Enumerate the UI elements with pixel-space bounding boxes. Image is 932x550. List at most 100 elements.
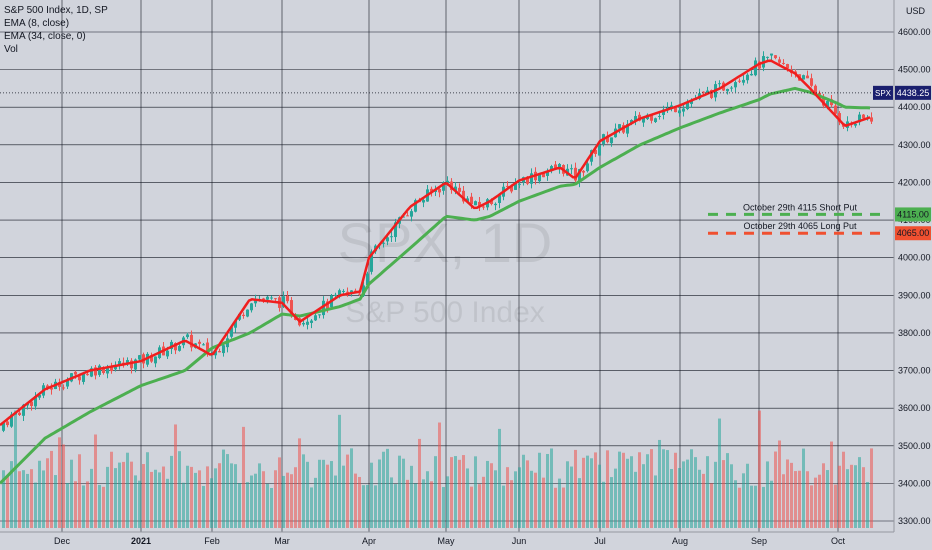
candle-body	[390, 236, 393, 238]
candle-body	[6, 421, 9, 426]
volume-bar	[250, 475, 253, 528]
volume-bar	[50, 450, 53, 528]
volume-bar	[830, 441, 833, 528]
x-tick-label: Dec	[54, 536, 71, 546]
candle-body	[634, 116, 637, 122]
candle-body	[586, 163, 589, 172]
candle-body	[266, 296, 269, 300]
candle-body	[2, 422, 5, 431]
candle-body	[854, 123, 857, 126]
candle-body	[782, 62, 785, 64]
candle-body	[834, 105, 837, 114]
candle-body	[438, 188, 441, 193]
candle-body	[542, 173, 545, 178]
candle-body	[766, 56, 769, 58]
price-axis[interactable]: 4600.004500.004400.004300.004200.004100.…	[898, 27, 931, 526]
volume-bar	[482, 476, 485, 528]
volume-bar	[26, 473, 29, 528]
candle-body	[826, 101, 829, 107]
volume-bar	[330, 461, 333, 528]
legend-ema34[interactable]: EMA (34, close, 0)	[4, 31, 86, 42]
candle-body	[786, 64, 789, 69]
volume-bar	[818, 474, 821, 528]
candle-body	[498, 195, 501, 203]
volume-bar	[498, 428, 501, 528]
volume-bar	[558, 478, 561, 528]
volume-bar	[118, 462, 121, 528]
volume-bar	[462, 455, 465, 528]
volume-bar	[394, 484, 397, 528]
volume-bar	[586, 455, 589, 528]
x-tick-label: Mar	[274, 536, 290, 546]
volume-bar	[334, 475, 337, 528]
candle-body	[286, 295, 289, 302]
volume-bar	[518, 467, 521, 528]
candle-body	[218, 351, 221, 353]
candle-body	[86, 374, 89, 376]
candle-body	[98, 365, 101, 375]
candle-body	[606, 135, 609, 143]
candle-body	[510, 185, 513, 192]
legend-vol[interactable]: Vol	[4, 44, 18, 55]
candle-body	[530, 173, 533, 184]
time-axis[interactable]: Dec 2021 Feb Mar Apr May Jun Jul Aug Sep Oct	[54, 536, 846, 546]
candle-body	[570, 168, 573, 170]
candle-body	[150, 355, 153, 362]
volume-bar	[214, 468, 217, 528]
volume-bar	[530, 470, 533, 528]
volume-bar	[338, 414, 341, 528]
volume-bar	[682, 461, 685, 528]
volume-bar	[786, 459, 789, 528]
option-levels: October 29th 4115 Short Put October 29th …	[708, 202, 888, 235]
candle-body	[578, 169, 581, 183]
candle-body	[202, 344, 205, 346]
candle-body	[574, 167, 577, 181]
volume-bar	[866, 482, 869, 528]
legend-title[interactable]: S&P 500 Index, 1D, SP	[4, 5, 108, 16]
volume-bar	[230, 463, 233, 528]
candle-body	[350, 290, 353, 293]
candle-body	[686, 102, 689, 110]
volume-bar	[378, 459, 381, 528]
candle-body	[166, 350, 169, 357]
candle-body	[106, 367, 109, 374]
candle-body	[742, 79, 745, 83]
candle-body	[230, 327, 233, 337]
candle-body	[430, 188, 433, 192]
volume-bar	[758, 410, 761, 528]
volume-bar	[362, 485, 365, 528]
volume-bar	[850, 464, 853, 528]
volume-bars	[2, 410, 873, 528]
volume-bar	[374, 485, 377, 528]
y-tick-label: 3600.00	[898, 403, 931, 413]
candle-body	[670, 105, 673, 108]
volume-bar	[702, 473, 705, 528]
volume-bar	[486, 460, 489, 528]
volume-bar	[754, 485, 757, 528]
volume-bar	[814, 477, 817, 528]
volume-bar	[142, 464, 145, 528]
candle-body	[778, 59, 781, 63]
volume-bar	[170, 455, 173, 528]
candle-body	[242, 314, 245, 316]
candle-body	[74, 371, 77, 375]
candle-body	[482, 206, 485, 208]
candle-body	[626, 124, 629, 134]
candle-body	[718, 83, 721, 85]
volume-bar	[6, 476, 9, 528]
candle-body	[690, 100, 693, 104]
candle-body	[206, 342, 209, 354]
volume-bar	[834, 484, 837, 528]
volume-bar	[442, 487, 445, 528]
legend-ema8[interactable]: EMA (8, close)	[4, 18, 70, 29]
volume-bar	[82, 485, 85, 528]
candle-body	[462, 190, 465, 202]
candle-body	[810, 78, 813, 86]
volume-bar	[186, 465, 189, 528]
volume-bar	[566, 461, 569, 528]
volume-bar	[742, 473, 745, 528]
volume-bar	[550, 448, 553, 528]
volume-bar	[222, 449, 225, 528]
volume-bar	[522, 454, 525, 528]
